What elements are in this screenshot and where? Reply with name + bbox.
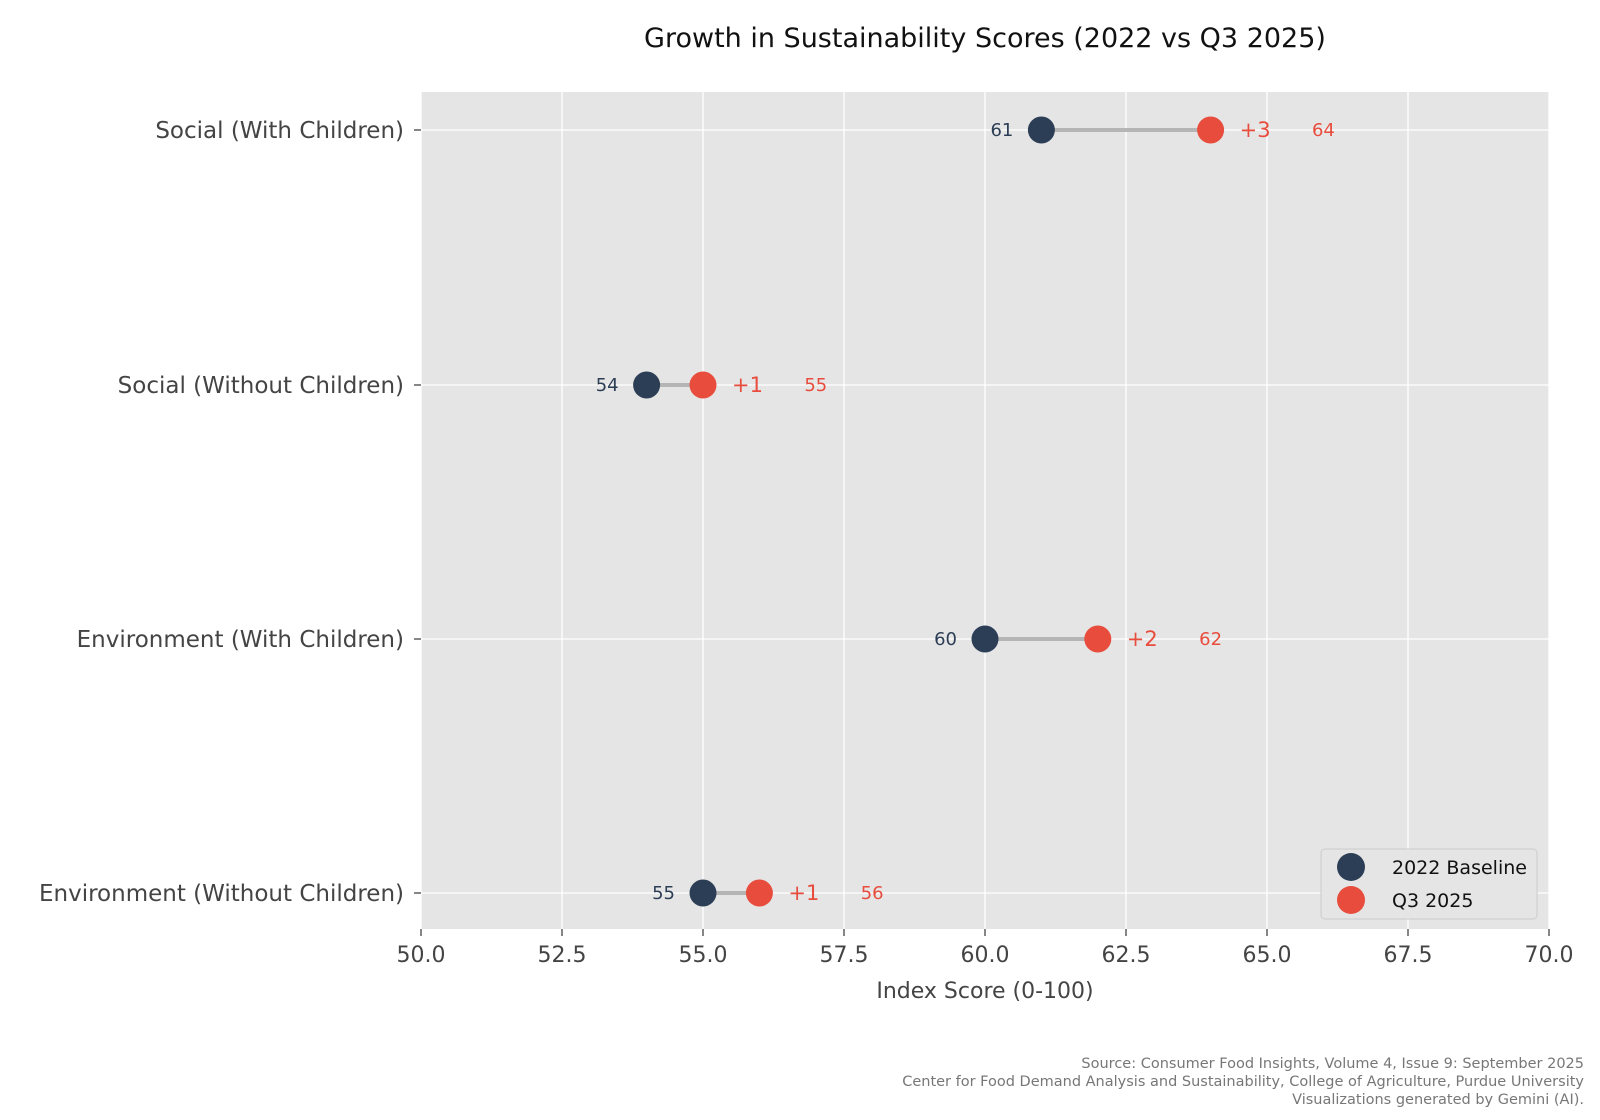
- x-axis-label: Index Score (0-100): [876, 979, 1093, 1004]
- baseline-point: [971, 625, 999, 653]
- q3-point: [745, 879, 773, 907]
- x-tick-label: 52.5: [538, 943, 587, 968]
- baseline-value-label: 55: [652, 883, 675, 904]
- legend-box: [1320, 848, 1538, 920]
- baseline-point: [633, 371, 661, 399]
- delta-label: +3: [1240, 118, 1271, 142]
- y-tick-label: Environment (Without Children): [39, 881, 404, 907]
- baseline-value-label: 54: [596, 375, 619, 396]
- x-tick-label: 60.0: [961, 943, 1010, 968]
- x-tick-label: 57.5: [820, 943, 869, 968]
- legend-marker-q3: [1337, 886, 1365, 914]
- q3-point: [1084, 625, 1112, 653]
- q3-point: [689, 371, 717, 399]
- x-tick-label: 62.5: [1102, 943, 1151, 968]
- baseline-point: [1027, 116, 1055, 144]
- q3-value-label: 56: [861, 883, 884, 904]
- x-tick-label: 65.0: [1243, 943, 1292, 968]
- y-tick-label: Social (With Children): [155, 118, 404, 144]
- q3-value-label: 64: [1312, 120, 1335, 141]
- x-tick-label: 70.0: [1525, 943, 1574, 968]
- baseline-value-label: 60: [934, 629, 957, 650]
- legend: 2022 Baseline Q3 2025: [1320, 848, 1538, 920]
- y-tick-label: Social (Without Children): [118, 373, 404, 399]
- chart-title: Growth in Sustainability Scores (2022 vs…: [644, 23, 1326, 54]
- delta-label: +1: [732, 373, 763, 397]
- source-line-1: Source: Consumer Food Insights, Volume 4…: [1081, 1056, 1584, 1072]
- delta-label: +1: [788, 881, 819, 905]
- delta-label: +2: [1127, 627, 1158, 651]
- x-tick-label: 50.0: [397, 943, 446, 968]
- x-tick-label: 67.5: [1384, 943, 1433, 968]
- q3-value-label: 62: [1199, 629, 1222, 650]
- source-line-3: Visualizations generated by Gemini (AI).: [1292, 1092, 1584, 1108]
- legend-label-q3: Q3 2025: [1392, 890, 1473, 912]
- q3-point: [1197, 116, 1225, 144]
- source-note: Source: Consumer Food Insights, Volume 4…: [902, 1055, 1584, 1109]
- legend-marker-baseline: [1337, 853, 1365, 881]
- q3-value-label: 55: [804, 375, 827, 396]
- y-tick-label: Environment (With Children): [77, 627, 404, 653]
- source-line-2: Center for Food Demand Analysis and Sust…: [902, 1074, 1584, 1090]
- legend-label-baseline: 2022 Baseline: [1392, 857, 1527, 879]
- x-tick-label: 55.0: [679, 943, 728, 968]
- baseline-value-label: 61: [990, 120, 1013, 141]
- baseline-point: [689, 879, 717, 907]
